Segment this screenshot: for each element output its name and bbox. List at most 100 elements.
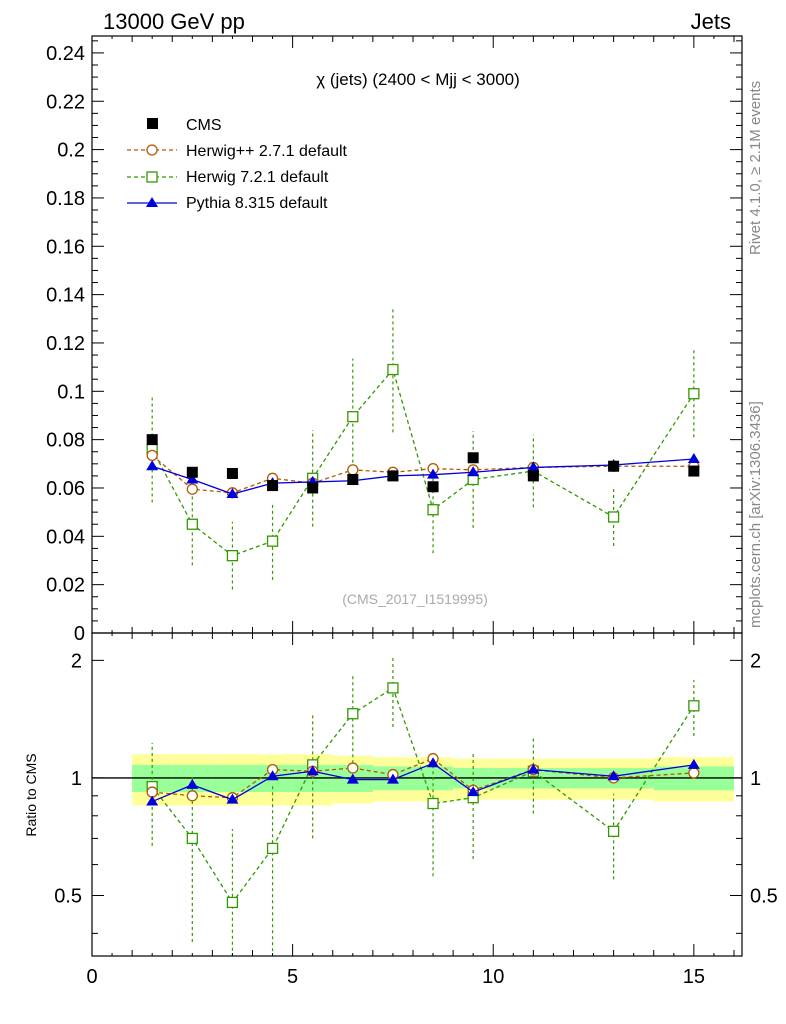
point-pythia — [386, 773, 399, 784]
line-herwig7 — [151, 368, 695, 557]
point-cms — [186, 466, 198, 478]
y-tick-label: 0.04 — [46, 526, 85, 548]
y-tick-label: 0.22 — [46, 91, 85, 113]
x-tick-label: 0 — [86, 966, 97, 988]
legend-marker-herwigpp — [146, 144, 158, 156]
point-herwig7 — [688, 700, 700, 712]
y-tick-label-right: 2 — [750, 650, 761, 672]
point-herwig7 — [186, 518, 198, 530]
point-pythia — [186, 473, 199, 484]
point-cms — [146, 434, 158, 446]
y-tick-label: 2 — [71, 650, 82, 672]
point-pythia — [427, 468, 440, 479]
y-tick-label-right: 1 — [750, 768, 761, 790]
rivet-label: Rivet 4.1.0, ≥ 2.1M events — [747, 81, 764, 255]
y-tick-label: 1 — [71, 768, 82, 790]
y-tick-label: 0.18 — [46, 188, 85, 210]
x-tick-label: 10 — [482, 966, 504, 988]
point-pythia — [146, 460, 159, 471]
line-herwig7 — [151, 686, 695, 904]
ratio-panel: 0 5 10 15 0.5 0.5 1 1 2 2 — [54, 632, 778, 988]
series-herwig7 — [146, 306, 700, 590]
point-herwig7 — [387, 682, 399, 694]
legend-label-cms: CMS — [186, 117, 222, 134]
point-herwig7 — [226, 550, 239, 562]
point-cms — [347, 474, 359, 486]
point-pythia — [527, 461, 540, 472]
header-left: 13000 GeV pp — [103, 9, 245, 34]
line-pythia — [151, 458, 694, 495]
point-cms — [527, 470, 539, 482]
point-herwig7 — [266, 842, 279, 855]
point-cms — [608, 460, 620, 472]
point-pythia — [467, 786, 480, 797]
point-herwig7 — [607, 825, 620, 837]
point-pythia — [467, 466, 480, 477]
point-pythia — [226, 488, 239, 499]
point-cms — [427, 481, 439, 493]
point-herwigpp — [688, 767, 700, 779]
y-tick-label: 0.1 — [57, 381, 85, 403]
point-pythia — [527, 763, 540, 774]
point-herwig7 — [607, 511, 620, 523]
x-tick-label: 15 — [683, 966, 705, 988]
ratio-frame — [91, 632, 743, 957]
series-pythia — [146, 757, 700, 806]
watermark-label: (CMS_2017_I1519995) — [342, 591, 488, 607]
plot-title: χ (jets) (2400 < Mjj < 3000) — [316, 70, 520, 89]
point-pythia — [346, 773, 359, 784]
point-cms — [226, 467, 238, 479]
point-pythia — [427, 757, 440, 768]
point-pythia — [687, 758, 700, 769]
point-herwig7 — [427, 797, 439, 810]
point-cms — [387, 470, 399, 482]
legend-marker-cms — [147, 118, 158, 129]
legend: CMS Herwig++ 2.7.1 default Herwig 7.2.1 … — [127, 117, 348, 212]
main-panel: 0 0.02 0.04 0.06 0.08 0.1 0.12 0.14 0.16 0.18 0.2 0… — [46, 35, 743, 645]
y-tick-label: 0.02 — [46, 575, 85, 597]
y-tick-label: 0.2 — [57, 140, 85, 162]
point-herwig7 — [186, 832, 198, 845]
point-pythia — [146, 795, 159, 806]
y-tick-label: 0.24 — [46, 43, 85, 65]
point-herwig7 — [347, 708, 359, 720]
point-pythia — [607, 770, 620, 781]
y-tick-label: 0.5 — [54, 886, 82, 908]
legend-label-pythia: Pythia 8.315 default — [186, 195, 328, 212]
legend-label-herwig7: Herwig 7.2.1 default — [186, 169, 329, 186]
ratio-ylabel: Ratio to CMS — [23, 753, 39, 836]
header-right: Jets — [691, 9, 731, 34]
point-herwigpp — [146, 449, 158, 462]
mcplots-label: mcplots.cern.ch [arXiv:1306.3436] — [747, 401, 764, 628]
point-herwig7 — [427, 504, 439, 516]
point-herwig7 — [688, 388, 700, 400]
point-herwig7 — [266, 535, 279, 547]
point-pythia — [186, 778, 199, 789]
series-herwig7 — [146, 656, 700, 956]
y-tick-label: 0.06 — [46, 478, 85, 500]
y-tick-label: 0 — [74, 623, 85, 645]
point-pythia — [226, 793, 239, 804]
point-herwig7 — [387, 363, 399, 376]
point-herwig7 — [347, 411, 359, 423]
point-pythia — [266, 770, 279, 781]
point-herwig7 — [226, 896, 239, 909]
y-tick-label: 0.12 — [46, 333, 85, 355]
point-pythia — [306, 765, 319, 776]
legend-label-herwigpp: Herwig++ 2.7.1 default — [186, 143, 348, 160]
x-tick-label: 5 — [287, 966, 298, 988]
point-cms — [267, 480, 279, 492]
point-pythia — [687, 452, 700, 463]
line-pythia — [151, 762, 694, 803]
point-herwigpp — [186, 483, 198, 495]
point-cms — [467, 452, 479, 464]
y-tick-label: 0.14 — [46, 285, 85, 307]
series-cms — [146, 434, 700, 494]
point-herwigpp — [347, 762, 359, 774]
y-tick-label: 0.16 — [46, 236, 85, 258]
legend-marker-herwig7 — [146, 171, 158, 183]
point-herwigpp — [186, 790, 198, 802]
point-cms — [307, 482, 319, 494]
